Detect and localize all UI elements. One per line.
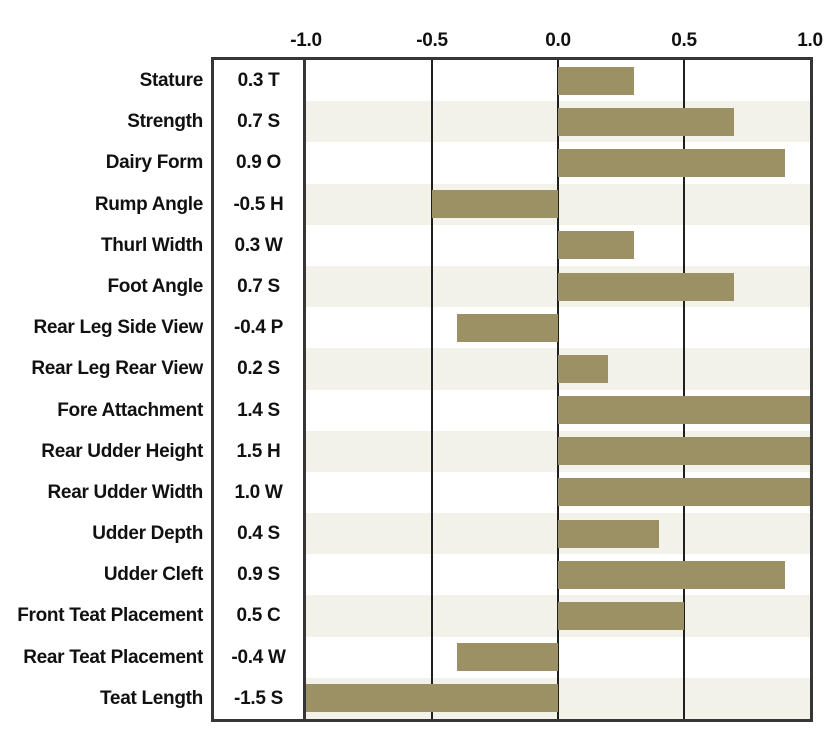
trait-label: Rear Teat Placement [23, 646, 203, 668]
trait-label: Dairy Form [105, 152, 204, 174]
trait-bar [558, 437, 810, 466]
sta-value: 1.5 H [236, 440, 281, 462]
trait-label: Foot Angle [107, 275, 204, 297]
trait-bar [558, 148, 785, 177]
trait-bar [457, 313, 558, 342]
trait-bar [558, 560, 785, 589]
gridline [431, 60, 433, 719]
sta-value: 0.2 S [237, 358, 280, 380]
trait-label: Fore Attachment [57, 399, 203, 421]
trait-label: Thurl Width [100, 234, 203, 256]
sta-value: -0.5 H [233, 193, 284, 215]
sta-value: 0.4 S [237, 523, 280, 545]
x-tick-label: 0.5 [671, 30, 697, 51]
sta-value: 1.0 W [234, 481, 283, 503]
trait-label: Stature [139, 70, 204, 91]
trait-bar [558, 231, 634, 260]
trait-label: Udder Cleft [103, 564, 203, 586]
trait-bar [558, 602, 684, 631]
sta-value: 0.9 O [236, 152, 281, 174]
x-tick-label: 1.0 [797, 30, 823, 51]
plot-inner [306, 60, 810, 719]
x-tick-label: -1.0 [290, 30, 322, 51]
sta-value: 0.9 S [237, 564, 280, 586]
trait-bar [558, 66, 634, 95]
trait-bar [432, 190, 558, 219]
sta-value: 0.3 T [237, 70, 280, 91]
sta-value: 0.7 S [237, 275, 280, 297]
sta-value: 0.5 C [236, 605, 281, 627]
trait-label: Rear Leg Rear View [31, 358, 203, 380]
sta-value: 1.4 S [237, 399, 280, 421]
x-tick-label: -0.5 [416, 30, 448, 51]
sta-value: 0.3 W [234, 234, 283, 256]
trait-bar [558, 396, 810, 425]
gridline [683, 60, 685, 719]
x-axis: -1.0 -0.5 0.0 0.5 1.0 [0, 30, 825, 52]
trait-label: Rump Angle [94, 193, 203, 215]
sta-value-column: 0.3 T 0.7 S 0.9 O -0.5 H 0.3 W 0.7 S -0.4 P 0.2… [211, 57, 306, 722]
trait-bar [558, 354, 609, 383]
trait-bar [306, 684, 558, 713]
trait-label: Rear Udder Width [47, 481, 204, 503]
trait-bar [558, 272, 735, 301]
sta-value: 0.7 S [237, 111, 280, 133]
sta-value: -0.4 P [234, 317, 283, 339]
trait-label: Teat Length [100, 687, 203, 709]
trait-bar [457, 643, 558, 672]
x-tick-label: 0.0 [545, 30, 571, 51]
plot-area [306, 57, 813, 722]
trait-name-column: Stature Strength Dairy Form Rump Angle Thurl… [0, 60, 203, 719]
trait-bar [558, 107, 735, 136]
trait-label: Rear Leg Side View [33, 317, 203, 339]
sta-value: -0.4 W [231, 646, 286, 668]
sta-value: -1.5 S [234, 687, 283, 709]
trait-label: Udder Depth [92, 523, 203, 545]
trait-bar [558, 519, 659, 548]
trait-label: Rear Udder Height [41, 440, 203, 462]
gridline [557, 60, 559, 719]
trait-label: Front Teat Placement [17, 605, 203, 627]
trait-bar [558, 478, 810, 507]
trait-label: Strength [127, 111, 203, 133]
